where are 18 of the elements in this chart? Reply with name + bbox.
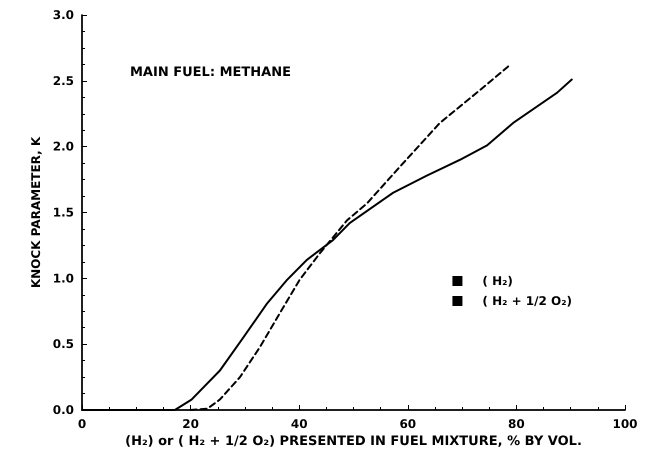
legend-label: ( H₂) [482, 274, 513, 288]
legend-label: ( H₂ + 1/2 O₂) [482, 294, 572, 308]
x-tick-label: 0 [78, 417, 86, 431]
y-tick-label: 0.5 [52, 337, 74, 352]
x-tick-label: 60 [399, 417, 416, 431]
annotation: MAIN FUEL: METHANE [130, 65, 291, 80]
x-tick-label: 40 [290, 417, 308, 431]
y-tick-label: 1.5 [52, 206, 74, 220]
x-tick-label: 80 [508, 417, 525, 431]
y-tick-label: 1.0 [52, 271, 74, 286]
y-tick-label: 3.0 [52, 8, 74, 22]
y-tick-label: 2.5 [52, 74, 74, 88]
x-tick-label: 20 [182, 417, 199, 431]
x-axis-title: (H₂) or ( H₂ + 1/2 O₂) PRESENTED IN FUEL MIXTURE, % BY VOL. [125, 434, 582, 449]
y-tick-label: 2.0 [52, 140, 74, 154]
x-tick-label: 100 [612, 417, 638, 431]
y-tick-label: 0.0 [52, 403, 74, 417]
y-axis-title: KNOCK PARAMETER, K [28, 136, 43, 288]
